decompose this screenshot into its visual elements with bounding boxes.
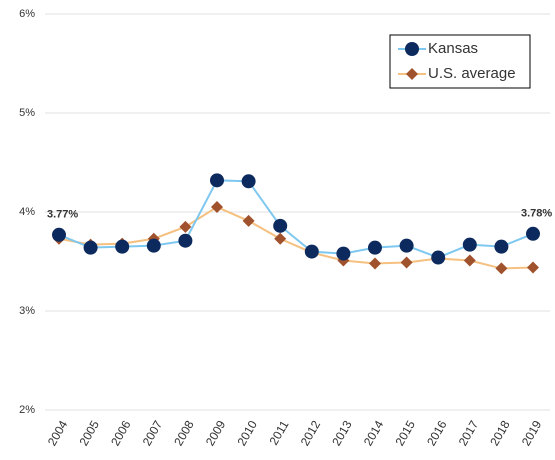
point: [462, 237, 477, 252]
point: [304, 244, 319, 259]
point: [527, 261, 539, 274]
y-tick-label: 4%: [19, 206, 35, 218]
x-tick-label: 2010: [234, 418, 260, 448]
point: [179, 220, 192, 233]
point: [83, 240, 98, 255]
point: [431, 250, 446, 265]
series-line: [58, 179, 534, 259]
point: [369, 257, 381, 270]
point: [406, 68, 418, 80]
point: [241, 174, 256, 189]
x-tick-label: 2017: [456, 418, 482, 448]
x-tick-label: 2004: [45, 418, 71, 448]
point: [495, 262, 508, 275]
x-tick-label: 2018: [487, 418, 513, 448]
x-tick-label: 2008: [171, 418, 197, 448]
x-tick-label: 2012: [298, 418, 324, 448]
legend-label: Kansas: [428, 40, 478, 57]
point: [368, 240, 382, 255]
x-tick-label: 2009: [203, 418, 229, 448]
point: [146, 238, 161, 253]
y-tick-label: 3%: [19, 305, 35, 317]
x-tick-label: 2016: [424, 418, 450, 448]
y-tick-label: 2%: [19, 404, 35, 416]
legend-label: U.S. average: [428, 65, 516, 82]
point: [274, 232, 287, 245]
point: [115, 239, 130, 254]
y-tick-label: 5%: [19, 107, 35, 119]
point: [399, 238, 414, 253]
x-tick-label: 2007: [140, 418, 166, 448]
point: [52, 227, 66, 242]
point: [405, 42, 419, 56]
point: [494, 239, 509, 254]
x-tick-label: 2005: [76, 418, 102, 448]
data-label: 3.78%: [521, 208, 552, 220]
point: [336, 246, 351, 261]
point: [400, 256, 413, 269]
point: [211, 201, 223, 214]
x-tick-label: 2014: [361, 418, 387, 448]
x-tick-label: 2011: [267, 418, 292, 448]
x-tick-label: 2006: [108, 418, 134, 448]
y-tick-label: 6%: [19, 8, 35, 20]
series-line: [58, 205, 534, 270]
x-tick-label: 2019: [519, 418, 545, 448]
x-tick-label: 2013: [329, 418, 355, 448]
point: [210, 173, 224, 188]
point: [242, 214, 255, 227]
point: [178, 233, 193, 248]
point: [526, 226, 540, 241]
point: [463, 254, 476, 267]
data-label: 3.77%: [47, 209, 78, 221]
point: [273, 218, 288, 233]
x-tick-label: 2015: [392, 418, 418, 448]
